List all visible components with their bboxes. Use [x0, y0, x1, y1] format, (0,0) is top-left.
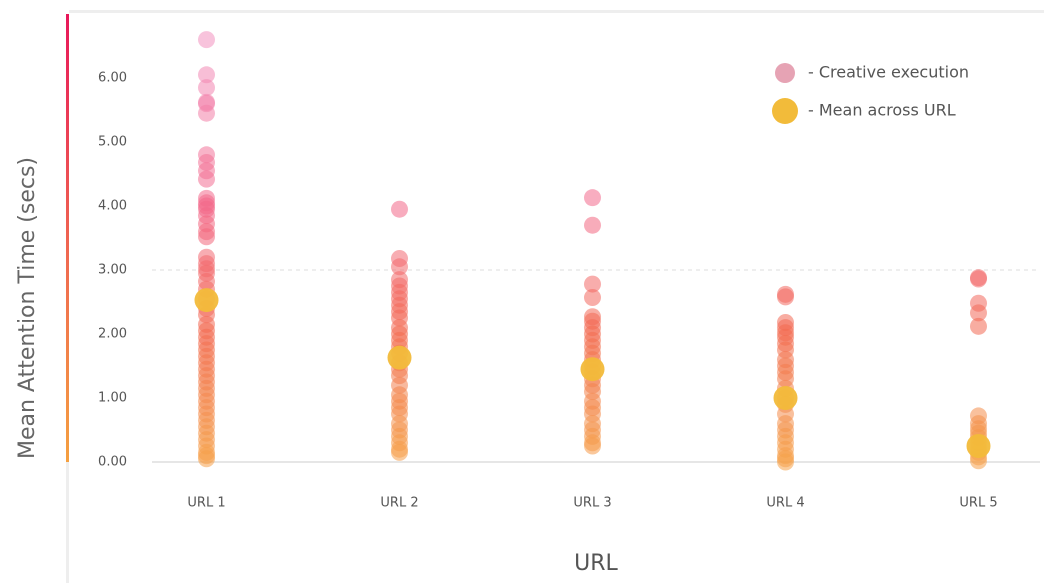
legend-label: - Mean across URL	[808, 101, 956, 120]
creative-point	[777, 453, 794, 471]
creative-point	[198, 31, 215, 49]
creative-point	[198, 228, 215, 246]
legend-label: - Creative execution	[808, 63, 969, 82]
creative-point	[198, 104, 215, 122]
creative-point	[198, 66, 215, 84]
x-tick-label: URL 3	[573, 496, 611, 511]
creative-point	[777, 288, 794, 306]
y-tick-label: 4.00	[98, 199, 127, 214]
top-border	[69, 10, 1044, 13]
x-tick-label: URL 2	[380, 496, 418, 511]
creative-point	[391, 443, 408, 461]
mean-point	[194, 288, 219, 313]
creative-point	[584, 437, 601, 455]
x-tick-label: URL 5	[959, 496, 997, 511]
creative-point	[198, 79, 215, 97]
y-tick-label: 2.00	[98, 327, 127, 342]
y-tick-label: 1.00	[98, 391, 127, 406]
y-tick-label: 5.00	[98, 135, 127, 150]
legend-marker	[772, 98, 798, 124]
creative-point	[198, 170, 215, 188]
creative-point	[584, 289, 601, 307]
y-axis-label: Mean Attention Time (secs)	[15, 157, 40, 459]
creative-point	[391, 258, 408, 276]
creative-point	[198, 450, 215, 468]
legend-marker	[775, 63, 795, 83]
creative-point	[970, 270, 987, 288]
creative-point	[584, 275, 601, 293]
creative-point	[391, 200, 408, 218]
creative-point	[584, 216, 601, 234]
x-tick-label: URL 1	[187, 496, 225, 511]
creative-point	[970, 317, 987, 335]
x-axis-label: URL	[574, 551, 618, 576]
x-tick-label: URL 4	[766, 496, 804, 511]
mean-point	[773, 386, 798, 410]
mean-point	[966, 434, 991, 458]
y-tick-label: 6.00	[98, 71, 127, 86]
axis-bar-lower	[66, 462, 69, 583]
y-tick-label: 3.00	[98, 263, 127, 278]
axis-color-bar	[66, 14, 69, 462]
mean-point	[580, 357, 605, 382]
mean-point	[387, 345, 412, 370]
creative-point	[584, 189, 601, 207]
y-tick-label: 0.00	[98, 455, 127, 470]
creative-point	[970, 304, 987, 322]
